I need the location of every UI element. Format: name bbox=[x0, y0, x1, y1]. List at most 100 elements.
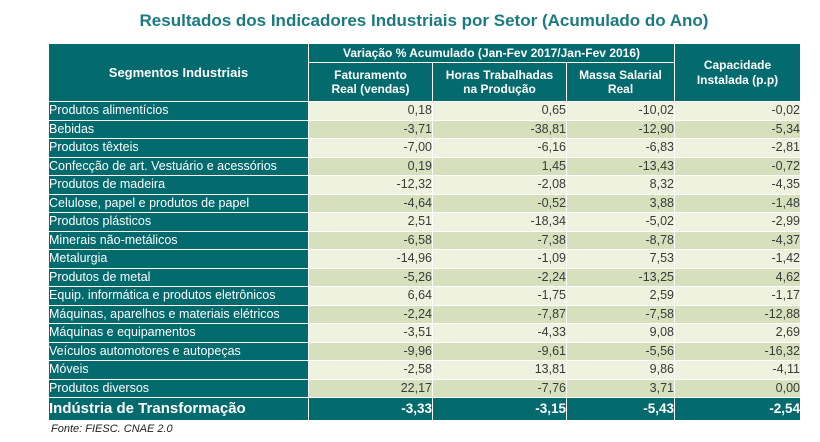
total-value-cell: -5,43 bbox=[566, 397, 675, 421]
table-row: Produtos alimentícios 0,18 0,65 -10,02 -0,02 bbox=[48, 101, 801, 121]
value-cell: -4,35 bbox=[674, 175, 801, 195]
value-cell: -13,25 bbox=[566, 267, 675, 287]
source-note: Fonte: FIESC. CNAE 2.0 bbox=[51, 423, 173, 435]
segment-label: Móveis bbox=[48, 360, 309, 380]
value-cell: -6,16 bbox=[432, 138, 567, 158]
column-header-faturamento: Faturamento Real (vendas) bbox=[308, 62, 433, 102]
value-cell: -4,11 bbox=[674, 360, 801, 380]
value-cell: -1,75 bbox=[432, 286, 567, 306]
segment-label: Produtos de madeira bbox=[48, 175, 309, 195]
value-cell: 9,86 bbox=[566, 360, 675, 380]
segment-label: Celulose, papel e produtos de papel bbox=[48, 193, 309, 213]
value-cell: -12,88 bbox=[674, 304, 801, 324]
total-value-cell: -2,54 bbox=[674, 397, 801, 421]
value-cell: -7,00 bbox=[308, 138, 433, 158]
value-cell: -14,96 bbox=[308, 249, 433, 269]
page-title: Resultados dos Indicadores Industriais p… bbox=[139, 11, 709, 30]
value-cell: -2,99 bbox=[674, 212, 801, 232]
segment-label: Equip. informática e produtos eletrônico… bbox=[48, 286, 309, 306]
segment-label: Minerais não-metálicos bbox=[48, 230, 309, 250]
value-cell: 4,62 bbox=[674, 267, 801, 287]
value-cell: 2,51 bbox=[308, 212, 433, 232]
value-cell: -1,42 bbox=[674, 249, 801, 269]
value-cell: -5,34 bbox=[674, 119, 801, 139]
value-cell: -1,09 bbox=[432, 249, 567, 269]
value-cell: -6,83 bbox=[566, 138, 675, 158]
value-cell: -1,17 bbox=[674, 286, 801, 306]
value-cell: -7,58 bbox=[566, 304, 675, 324]
value-cell: -8,78 bbox=[566, 230, 675, 250]
value-cell: 0,00 bbox=[674, 378, 801, 398]
segment-label: Produtos de metal bbox=[48, 267, 309, 287]
value-cell: 13,81 bbox=[432, 360, 567, 380]
value-cell: -18,34 bbox=[432, 212, 567, 232]
group-header-variacao: Variação % Acumulado (Jan-Fev 2017/Jan-F… bbox=[308, 43, 675, 63]
value-cell: 0,65 bbox=[432, 101, 567, 121]
value-cell: -10,02 bbox=[566, 101, 675, 121]
value-cell: -4,37 bbox=[674, 230, 801, 250]
value-cell: -3,51 bbox=[308, 323, 433, 343]
value-cell: -5,26 bbox=[308, 267, 433, 287]
value-cell: 9,08 bbox=[566, 323, 675, 343]
table-row: Minerais não-metálicos -6,58 -7,38 -8,78 -4,… bbox=[48, 230, 801, 250]
value-cell: 3,71 bbox=[566, 378, 675, 398]
value-cell: -1,48 bbox=[674, 193, 801, 213]
value-cell: -7,38 bbox=[432, 230, 567, 250]
value-cell: -6,58 bbox=[308, 230, 433, 250]
table-row: Bebidas -3,71 -38,81 -12,90 -5,34 bbox=[48, 119, 801, 139]
value-cell: 6,64 bbox=[308, 286, 433, 306]
table-row: Produtos plásticos 2,51 -18,34 -5,02 -2,99 bbox=[48, 212, 801, 232]
total-value-cell: -3,15 bbox=[432, 397, 567, 421]
value-cell: -0,02 bbox=[674, 101, 801, 121]
value-cell: -4,33 bbox=[432, 323, 567, 343]
table-header: Segmentos Industriais Variação % Acumula… bbox=[48, 43, 801, 102]
value-cell: 8,32 bbox=[566, 175, 675, 195]
total-label: Indústria de Transformação bbox=[48, 397, 309, 421]
table-row: Máquinas, aparelhos e materiais elétrico… bbox=[48, 304, 801, 324]
value-cell: -12,90 bbox=[566, 119, 675, 139]
value-cell: 1,45 bbox=[432, 156, 567, 176]
value-cell: -38,81 bbox=[432, 119, 567, 139]
total-value-cell: -3,33 bbox=[308, 397, 433, 421]
table-row: Celulose, papel e produtos de papel -4,64… bbox=[48, 193, 801, 213]
value-cell: -13,43 bbox=[566, 156, 675, 176]
value-cell: 2,69 bbox=[674, 323, 801, 343]
value-cell: -12,32 bbox=[308, 175, 433, 195]
value-cell: -0,72 bbox=[674, 156, 801, 176]
segment-label: Máquinas e equipamentos bbox=[48, 323, 309, 343]
value-cell: -0,52 bbox=[432, 193, 567, 213]
table-row: Metalurgia -14,96 -1,09 7,53 -1,42 bbox=[48, 249, 801, 269]
segment-label: Metalurgia bbox=[48, 249, 309, 269]
indicators-table: Segmentos Industriais Variação % Acumula… bbox=[48, 43, 801, 421]
value-cell: -7,87 bbox=[432, 304, 567, 324]
segment-label: Produtos alimentícios bbox=[48, 101, 309, 121]
column-header-horas: Horas Trabalhadas na Produção bbox=[432, 62, 567, 102]
value-cell: -2,24 bbox=[432, 267, 567, 287]
segment-label: Bebidas bbox=[48, 119, 309, 139]
value-cell: 22,17 bbox=[308, 378, 433, 398]
total-row: Indústria de Transformação -3,33 -3,15 -… bbox=[48, 397, 801, 421]
value-cell: -7,76 bbox=[432, 378, 567, 398]
table-row: Confecção de art. Vestuário e acessórios… bbox=[48, 156, 801, 176]
value-cell: 0,18 bbox=[308, 101, 433, 121]
segment-label: Produtos plásticos bbox=[48, 212, 309, 232]
value-cell: 3,88 bbox=[566, 193, 675, 213]
segment-label: Produtos diversos bbox=[48, 378, 309, 398]
table-row: Produtos têxteis -7,00 -6,16 -6,83 -2,81 bbox=[48, 138, 801, 158]
segment-label: Produtos têxteis bbox=[48, 138, 309, 158]
value-cell: 7,53 bbox=[566, 249, 675, 269]
segment-label: Veículos automotores e autopeças bbox=[48, 341, 309, 361]
segment-label: Confecção de art. Vestuário e acessórios bbox=[48, 156, 309, 176]
value-cell: 2,59 bbox=[566, 286, 675, 306]
value-cell: -3,71 bbox=[308, 119, 433, 139]
value-cell: -2,08 bbox=[432, 175, 567, 195]
table-row: Máquinas e equipamentos -3,51 -4,33 9,08 2,6… bbox=[48, 323, 801, 343]
corner-header-segments: Segmentos Industriais bbox=[48, 43, 309, 102]
value-cell: -2,81 bbox=[674, 138, 801, 158]
value-cell: -4,64 bbox=[308, 193, 433, 213]
value-cell: -9,61 bbox=[432, 341, 567, 361]
segment-label: Máquinas, aparelhos e materiais elétrico… bbox=[48, 304, 309, 324]
value-cell: -2,58 bbox=[308, 360, 433, 380]
table-row: Veículos automotores e autopeças -9,96 -9,… bbox=[48, 341, 801, 361]
table-row: Produtos de madeira -12,32 -2,08 8,32 -4,35 bbox=[48, 175, 801, 195]
